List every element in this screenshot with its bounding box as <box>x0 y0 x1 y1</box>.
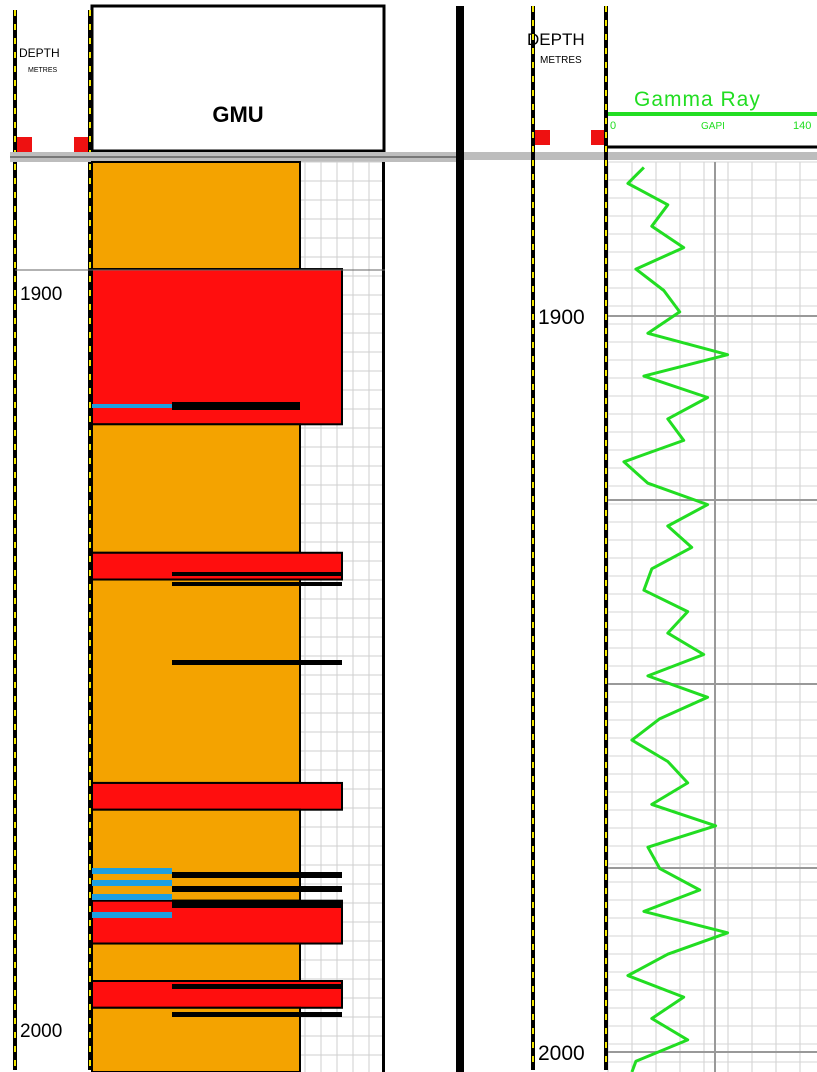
right-depth-label-1900: 1900 <box>538 306 585 329</box>
right-depth-units: METRES <box>540 55 582 66</box>
coal-band <box>172 984 342 989</box>
left-track-marker-2 <box>74 137 92 152</box>
limestone-band <box>92 868 172 874</box>
coal-band <box>172 572 342 576</box>
gamma-scale-unit: GAPI <box>701 121 725 132</box>
right-depth-label-2000: 2000 <box>538 1042 585 1065</box>
coal-band <box>172 1012 342 1017</box>
coal-band <box>172 402 300 410</box>
limestone-band <box>92 404 172 408</box>
lithology-column <box>91 161 343 1072</box>
gamma-scale-min: 0 <box>610 120 616 132</box>
bed-shale <box>91 268 343 426</box>
bed-sandstone <box>91 942 301 983</box>
lithology-track-right-border <box>382 162 385 1072</box>
gamma-scale-max: 140 <box>793 120 811 132</box>
bed-sandstone <box>91 1006 301 1072</box>
bed-shale <box>91 781 343 811</box>
left-depth-units: METRES <box>28 67 58 74</box>
gamma-ray-curve <box>622 166 730 1072</box>
left-depth-header: DEPTH <box>19 46 60 60</box>
coal-band <box>172 582 342 586</box>
right-track-marker-1 <box>532 130 550 145</box>
right-header-separator <box>464 152 817 160</box>
gamma-curve-title: Gamma Ray <box>634 88 761 111</box>
left-depth-label-1900: 1900 <box>20 284 62 305</box>
right-depth-header: DEPTH <box>527 30 585 49</box>
gamma-grid <box>607 161 817 1072</box>
limestone-band <box>92 880 172 886</box>
bed-sandstone <box>91 161 301 271</box>
right-panel: DEPTH METRES Gamma Ray 0 GAPI 140 1900 2… <box>464 6 817 1072</box>
left-track-marker-1 <box>14 137 32 152</box>
panel-divider <box>456 6 464 1072</box>
left-depth-label-2000: 2000 <box>20 1021 62 1042</box>
left-panel: GMU DEPTH METRES 1900 2000 <box>10 4 462 1072</box>
gmu-header: GMU <box>212 102 263 127</box>
limestone-band <box>92 894 172 900</box>
coal-band <box>172 886 342 892</box>
bed-sandstone <box>91 578 301 784</box>
limestone-band <box>92 912 172 918</box>
gmu-header-box <box>90 4 386 153</box>
gamma-header-box <box>608 6 817 147</box>
bed-sandstone <box>91 423 301 554</box>
coal-band <box>172 900 342 908</box>
coal-band <box>172 872 342 878</box>
coal-band <box>172 660 342 665</box>
